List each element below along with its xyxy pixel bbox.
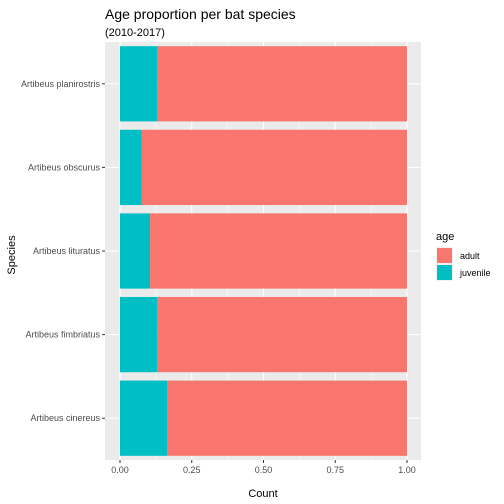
legend-title: age — [436, 231, 454, 243]
x-axis-ticks: 0.00 0.25 0.50 0.75 1.00 — [111, 460, 416, 475]
bar-juvenile — [120, 129, 142, 206]
legend-items: adult juvenile — [436, 247, 491, 281]
legend-swatch-adult — [437, 248, 452, 263]
legend-label-juvenile: juvenile — [459, 268, 491, 278]
x-tick-label: 0.75 — [326, 465, 344, 475]
bar-juvenile — [120, 46, 158, 122]
bar-juvenile — [120, 213, 151, 289]
x-tick-label: 0.25 — [183, 465, 201, 475]
x-axis-title: Count — [248, 488, 277, 500]
bar-adult — [150, 213, 407, 289]
x-tick-label: 1.00 — [398, 465, 416, 475]
chart-title: Age proportion per bat species — [105, 6, 296, 22]
y-axis-title: Species — [6, 235, 18, 275]
y-tick-label: Artibeus fimbriatus — [25, 330, 100, 340]
bar-adult — [157, 296, 407, 373]
legend-swatch-juvenile — [437, 265, 452, 280]
bars — [120, 46, 407, 456]
chart-subtitle: (2010-2017) — [105, 27, 165, 39]
x-tick-label: 0.50 — [255, 465, 273, 475]
bar-adult — [141, 129, 407, 206]
y-tick-label: Artibeus obscurus — [28, 162, 101, 172]
bar-adult — [167, 380, 407, 456]
y-axis-ticks: Artibeus planirostris Artibeus obscurus Ar… — [21, 79, 105, 423]
y-tick-label: Artibeus lituratus — [33, 246, 101, 256]
bar-adult — [157, 46, 407, 122]
plot-panel — [105, 42, 421, 460]
y-tick-label: Artibeus cinereus — [30, 413, 100, 423]
bar-juvenile — [120, 380, 168, 456]
legend: age adult juvenile — [436, 231, 491, 281]
legend-label-adult: adult — [460, 251, 480, 261]
x-tick-label: 0.00 — [111, 465, 129, 475]
y-tick-label: Artibeus planirostris — [21, 79, 101, 89]
bar-juvenile — [120, 296, 158, 373]
